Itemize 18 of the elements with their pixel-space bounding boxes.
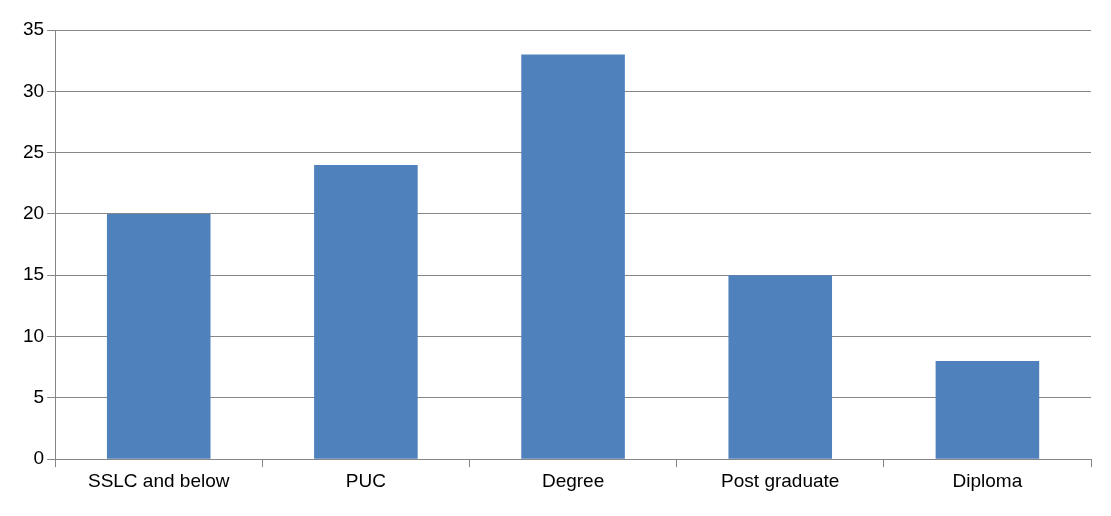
x-tick-label: PUC [345, 469, 386, 491]
bar [728, 275, 833, 459]
bar [521, 54, 625, 459]
bar [935, 361, 1040, 459]
y-tick-label: 10 [22, 324, 45, 346]
bar [314, 164, 418, 459]
y-tick-label: 30 [22, 79, 45, 101]
x-tick-label: Degree [541, 469, 605, 491]
y-tick-label: 15 [22, 263, 45, 285]
y-tick-label: 0 [33, 447, 45, 469]
y-tick-label: 25 [22, 140, 45, 162]
x-tick-label: SSLC and below [87, 469, 230, 491]
bar [106, 213, 211, 459]
y-tick-label: 5 [33, 386, 45, 408]
y-tick-label: 20 [22, 202, 45, 224]
x-tick-label: Diploma [952, 469, 1023, 491]
x-tick-label: Post graduate [721, 469, 840, 491]
y-tick-label: 35 [22, 18, 45, 40]
